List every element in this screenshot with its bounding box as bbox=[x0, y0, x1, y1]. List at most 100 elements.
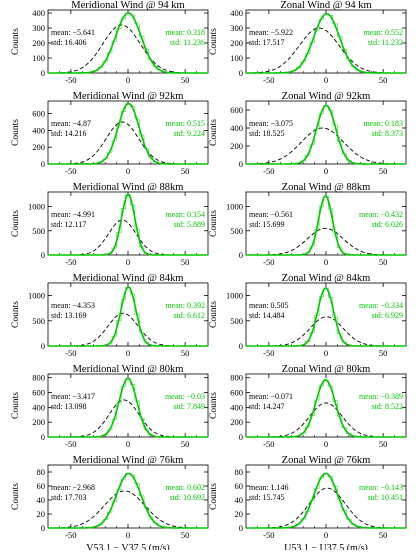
y-tick-label: 400 bbox=[230, 402, 243, 412]
y-tick-label: 500 bbox=[230, 226, 243, 236]
mean-label-original: mean: −5.641 bbox=[51, 28, 95, 37]
y-tick-label: 0 bbox=[41, 68, 45, 78]
y-tick-label: 400 bbox=[32, 402, 45, 412]
chart-panel: -50 0 50 0 20 40 60 80 Counts Meridional Wind @ 7… bbox=[11, 455, 209, 540]
y-tick-label: 200 bbox=[32, 417, 45, 427]
x-tick-label: 50 bbox=[379, 257, 388, 267]
mean-label-original: mean: −0.561 bbox=[249, 210, 293, 219]
difference-histogram bbox=[291, 473, 361, 528]
std-label-difference: std: 7.849 bbox=[173, 402, 205, 411]
mean-label-original: mean: −5.922 bbox=[249, 28, 293, 37]
y-axis-label: Counts bbox=[11, 392, 21, 419]
difference-histogram bbox=[291, 287, 361, 347]
mean-label-original: mean: −2.968 bbox=[51, 483, 95, 492]
mean-label-difference: mean: −0.03 bbox=[165, 392, 205, 401]
difference-histogram bbox=[93, 378, 163, 438]
difference-histogram bbox=[291, 195, 361, 256]
y-tick-label: 600 bbox=[230, 105, 243, 115]
y-tick-label: 1000 bbox=[28, 202, 45, 212]
std-label-original: std: 14.216 bbox=[51, 129, 87, 138]
original-distribution-curve bbox=[47, 24, 208, 74]
x-tick-label: 50 bbox=[181, 348, 190, 358]
chart-title: Zonal Wind @ 92km bbox=[282, 91, 371, 102]
original-distribution-curve bbox=[246, 316, 406, 347]
y-axis-label: Counts bbox=[11, 301, 21, 328]
x-tick-label: 0 bbox=[126, 530, 130, 540]
x-tick-label: 0 bbox=[324, 348, 328, 358]
std-label-difference: std: 6.929 bbox=[371, 311, 403, 320]
std-label-difference: std: 6.612 bbox=[173, 311, 205, 320]
x-tick-label: 0 bbox=[126, 348, 130, 358]
chart-title: Meridional Wind @ 92km bbox=[73, 91, 184, 102]
y-tick-label: 0 bbox=[239, 432, 243, 442]
y-axis-label: Counts bbox=[11, 483, 21, 510]
std-label-original: std: 13.169 bbox=[51, 311, 87, 320]
mean-label-difference: mean: 0.552 bbox=[363, 28, 403, 37]
x-tick-label: -50 bbox=[65, 530, 76, 540]
difference-histogram bbox=[93, 12, 163, 73]
std-label-difference: std: 8.373 bbox=[371, 129, 403, 138]
y-tick-label: 60 bbox=[37, 481, 46, 491]
mean-label-difference: mean: 0.318 bbox=[165, 28, 205, 37]
chart-panel: -50 0 50 0 100 200 300 400 Counts Zonal Wind @ 94… bbox=[209, 0, 407, 85]
mean-label-difference: mean: −0.334 bbox=[359, 301, 403, 310]
std-label-original: std: 18.525 bbox=[249, 129, 285, 138]
y-tick-label: 600 bbox=[32, 109, 45, 119]
mean-label-original: mean: −3.075 bbox=[249, 119, 293, 128]
y-tick-label: 1000 bbox=[226, 202, 243, 212]
x-tick-label: -50 bbox=[65, 75, 76, 85]
y-tick-label: 100 bbox=[230, 53, 243, 63]
difference-histogram bbox=[291, 13, 361, 73]
x-tick-label: -50 bbox=[263, 75, 274, 85]
y-tick-label: 20 bbox=[37, 509, 46, 519]
x-tick-label: 50 bbox=[181, 439, 190, 449]
x-tick-label: 0 bbox=[126, 257, 130, 267]
x-tick-label: -50 bbox=[65, 439, 76, 449]
x-tick-label: 50 bbox=[181, 166, 190, 176]
mean-label-difference: mean: 0.183 bbox=[363, 119, 403, 128]
x-tick-label: 0 bbox=[126, 75, 130, 85]
chart-title: Meridional Wind @ 94 km bbox=[71, 0, 184, 11]
y-tick-label: 60 bbox=[235, 481, 244, 491]
mean-label-difference: mean: 0.602 bbox=[165, 483, 205, 492]
chart-title: Zonal Wind @ 94 km bbox=[280, 0, 371, 11]
y-tick-label: 100 bbox=[32, 53, 45, 63]
std-label-difference: std: 5.889 bbox=[173, 220, 205, 229]
x-tick-label: -50 bbox=[263, 530, 274, 540]
std-label-difference: std: 10.692 bbox=[169, 493, 205, 502]
y-tick-label: 500 bbox=[32, 316, 45, 326]
std-label-original: std: 15.699 bbox=[249, 220, 285, 229]
y-axis-label: Counts bbox=[209, 119, 219, 146]
std-label-original: std: 14.484 bbox=[249, 311, 285, 320]
x-tick-label: 50 bbox=[379, 530, 388, 540]
mean-label-original: mean: 1.146 bbox=[249, 483, 289, 492]
y-axis-label: Counts bbox=[11, 28, 21, 55]
std-label-difference: std: 9.224 bbox=[173, 129, 205, 138]
chart-panel: -50 0 50 0 200 400 600 Counts Zonal Wind @ 92km m… bbox=[209, 91, 407, 176]
chart-panel: -50 0 50 0 200 400 600 800 Counts Meridional Wind… bbox=[11, 364, 209, 449]
x-tick-label: 0 bbox=[126, 439, 130, 449]
std-label-original: std: 17.517 bbox=[249, 38, 285, 47]
y-tick-label: 0 bbox=[239, 523, 243, 533]
chart-title: Zonal Wind @ 76km bbox=[282, 455, 371, 466]
mean-label-difference: mean: 0.392 bbox=[165, 301, 205, 310]
y-tick-label: 0 bbox=[41, 341, 45, 351]
mean-label-original: mean: −4.87 bbox=[51, 119, 91, 128]
x-tick-label: 50 bbox=[379, 166, 388, 176]
x-tick-label: 0 bbox=[126, 166, 130, 176]
chart-panel: -50 0 50 0 200 400 600 800 Counts Zonal Wind @ 80… bbox=[209, 364, 407, 449]
x-tick-label: 0 bbox=[324, 166, 328, 176]
chart-title: Meridional Wind @ 76km bbox=[73, 455, 184, 466]
y-tick-label: 200 bbox=[230, 417, 243, 427]
mean-label-original: mean: −0.071 bbox=[249, 392, 293, 401]
difference-histogram bbox=[93, 103, 163, 164]
y-tick-label: 800 bbox=[32, 373, 45, 383]
mean-label-original: mean: −3.417 bbox=[51, 392, 95, 401]
y-tick-label: 300 bbox=[230, 23, 243, 33]
chart-panel: -50 0 50 0 200 400 600 Counts Meridional Wind @ … bbox=[11, 91, 209, 176]
mean-label-original: mean: −4.991 bbox=[51, 210, 95, 219]
y-tick-label: 0 bbox=[41, 159, 45, 169]
y-tick-label: 400 bbox=[32, 125, 45, 135]
